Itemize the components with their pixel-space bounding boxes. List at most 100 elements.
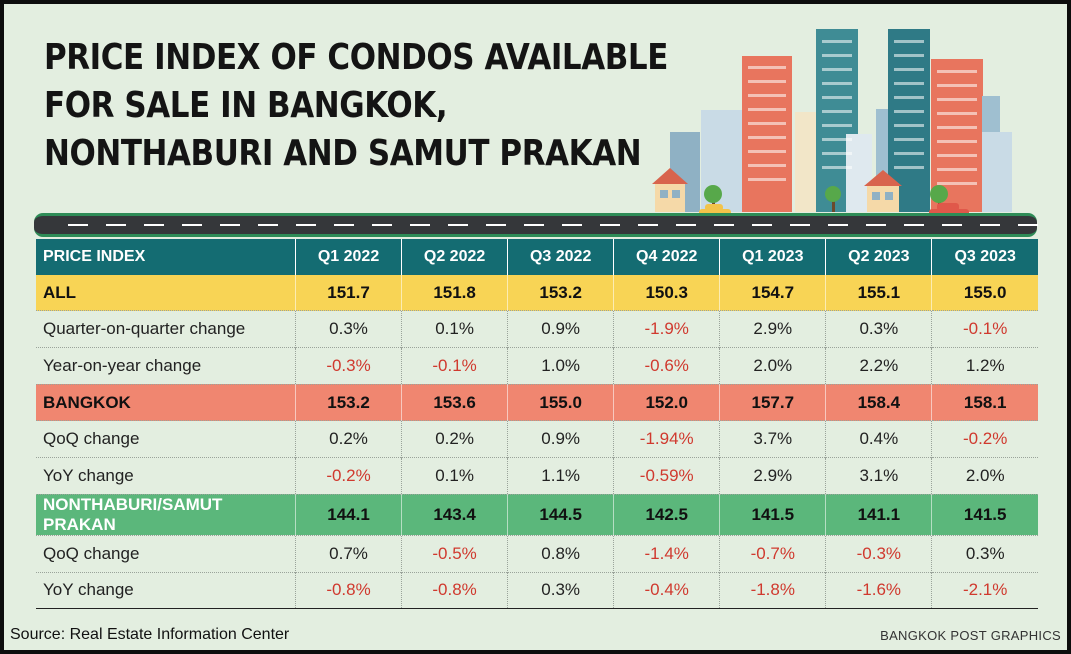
- row-label: YoY change: [43, 465, 134, 485]
- table-cell: 0.3%: [507, 572, 614, 609]
- road-dash: [600, 224, 620, 226]
- column-header-quarter: Q4 2022: [613, 239, 720, 275]
- road-dash: [220, 224, 240, 226]
- table-cell: -0.3%: [825, 535, 932, 572]
- table-cell: 150.3: [613, 274, 720, 311]
- table-cell: 143.4: [401, 494, 508, 536]
- table-cell: 0.9%: [507, 310, 614, 348]
- road-dash: [562, 224, 582, 226]
- table-cell: -0.2%: [294, 457, 402, 495]
- table-row: QoQ change 0.2% 0.2% 0.9% -1.94% 3.7% 0.4% -0.2…: [36, 420, 1038, 458]
- road-dash: [942, 224, 962, 226]
- road-dash: [828, 224, 848, 226]
- table-cell: 0.3%: [825, 310, 932, 348]
- table-cell: 2.2%: [825, 347, 932, 385]
- road-dash: [296, 224, 316, 226]
- road-dash: [106, 224, 126, 226]
- table-cell: 0.3%: [931, 535, 1038, 572]
- table-cell: -0.3%: [294, 347, 402, 385]
- table-cell: -0.6%: [613, 347, 720, 385]
- table-cell: -1.94%: [613, 420, 720, 458]
- source-note: Source: Real Estate Information Center: [10, 626, 290, 643]
- road-dash: [524, 224, 544, 226]
- table-cell: 0.1%: [401, 310, 508, 348]
- chart-title: PRICE INDEX OF CONDOS AVAILABLE FOR SALE …: [44, 34, 668, 178]
- tree-icon: [825, 186, 841, 212]
- table-cell: 141.5: [719, 494, 826, 536]
- road-dash: [182, 224, 202, 226]
- column-header-quarter: Q1 2022: [294, 239, 402, 275]
- table-cell: -0.8%: [401, 572, 508, 609]
- table-cell: 151.7: [294, 274, 402, 311]
- table-cell: -0.1%: [931, 310, 1038, 348]
- table-cell: 153.6: [401, 384, 508, 421]
- table-cell: -1.6%: [825, 572, 932, 609]
- column-header-quarter: Q2 2022: [401, 239, 508, 275]
- road-dash: [752, 224, 772, 226]
- table-cell: -0.7%: [719, 535, 826, 572]
- table-body: ALL 151.7 151.8 153.2 150.3 154.7 155.1 155.0 Qu…: [36, 274, 1038, 609]
- table-row: YoY change -0.2% 0.1% 1.1% -0.59% 2.9% 3.1% 2.0…: [36, 457, 1038, 495]
- row-label: ALL: [36, 274, 296, 311]
- road-dash: [144, 224, 164, 226]
- road-illustration: [34, 213, 1038, 237]
- house-icon: [864, 170, 902, 212]
- road-dash: [486, 224, 506, 226]
- road-dash: [334, 224, 354, 226]
- table-cell: 1.2%: [931, 347, 1038, 385]
- table-cell: 0.9%: [507, 420, 614, 458]
- city-skyline-icon: [652, 29, 1012, 218]
- table-cell: 0.3%: [294, 310, 402, 348]
- table-cell: 3.1%: [825, 457, 932, 495]
- table-cell: 3.7%: [719, 420, 826, 458]
- road-dash: [258, 224, 278, 226]
- road-dash: [372, 224, 392, 226]
- table-cell: 141.1: [825, 494, 932, 536]
- table-cell: 2.0%: [719, 347, 826, 385]
- column-header-quarter: Q1 2023: [719, 239, 826, 275]
- table-cell: -0.1%: [401, 347, 508, 385]
- table-row: YoY change -0.8% -0.8% 0.3% -0.4% -1.8% -1.6% -…: [36, 572, 1038, 609]
- table-cell: -0.2%: [931, 420, 1038, 458]
- table-row: Quarter-on-quarter change 0.3% 0.1% 0.9% -1.…: [36, 310, 1038, 348]
- table-cell: 2.9%: [719, 457, 826, 495]
- road-dash: [638, 224, 658, 226]
- table-cell: 2.0%: [931, 457, 1038, 495]
- table-row: Year-on-year change -0.3% -0.1% 1.0% -0.6% 2.…: [36, 347, 1038, 385]
- column-header-quarter: Q3 2023: [931, 239, 1038, 275]
- table-cell: 0.8%: [507, 535, 614, 572]
- table-row: ALL 151.7 151.8 153.2 150.3 154.7 155.1 155.0: [36, 274, 1038, 311]
- road-dash: [448, 224, 468, 226]
- table-cell: 142.5: [613, 494, 720, 536]
- table-header-row: PRICE INDEX Q1 2022 Q2 2022 Q3 2022 Q4 2022 Q…: [36, 239, 1038, 275]
- table-cell: 0.2%: [401, 420, 508, 458]
- column-header-label: PRICE INDEX: [36, 239, 296, 275]
- table-cell: 158.4: [825, 384, 932, 421]
- table-cell: 155.1: [825, 274, 932, 311]
- table-cell: 0.2%: [294, 420, 402, 458]
- table-cell: 1.0%: [507, 347, 614, 385]
- table-cell: 1.1%: [507, 457, 614, 495]
- table-cell: 151.8: [401, 274, 508, 311]
- chart-title-line: NONTHABURI AND SAMUT PRAKAN: [44, 133, 642, 174]
- house-icon: [652, 168, 688, 212]
- table-row: BANGKOK 153.2 153.6 155.0 152.0 157.7 158.4 158…: [36, 384, 1038, 421]
- table-cell: 0.1%: [401, 457, 508, 495]
- road-dash: [714, 224, 734, 226]
- table-cell: 0.7%: [294, 535, 402, 572]
- table-cell: 141.5: [931, 494, 1038, 536]
- road-dash: [676, 224, 696, 226]
- table-cell: -2.1%: [931, 572, 1038, 609]
- road-dash: [410, 224, 430, 226]
- column-header-quarter: Q2 2023: [825, 239, 932, 275]
- row-label: NONTHABURI/SAMUT PRAKAN: [36, 494, 296, 536]
- column-header-quarter: Q3 2022: [507, 239, 614, 275]
- road-dash: [904, 224, 924, 226]
- row-label: QoQ change: [43, 429, 140, 449]
- graphics-credit: BANGKOK POST GRAPHICS: [880, 628, 1061, 643]
- road-dash: [1018, 224, 1038, 226]
- row-label: BANGKOK: [36, 384, 296, 421]
- table-cell: 158.1: [931, 384, 1038, 421]
- table-cell: -0.8%: [294, 572, 402, 609]
- table-cell: 153.2: [507, 274, 614, 311]
